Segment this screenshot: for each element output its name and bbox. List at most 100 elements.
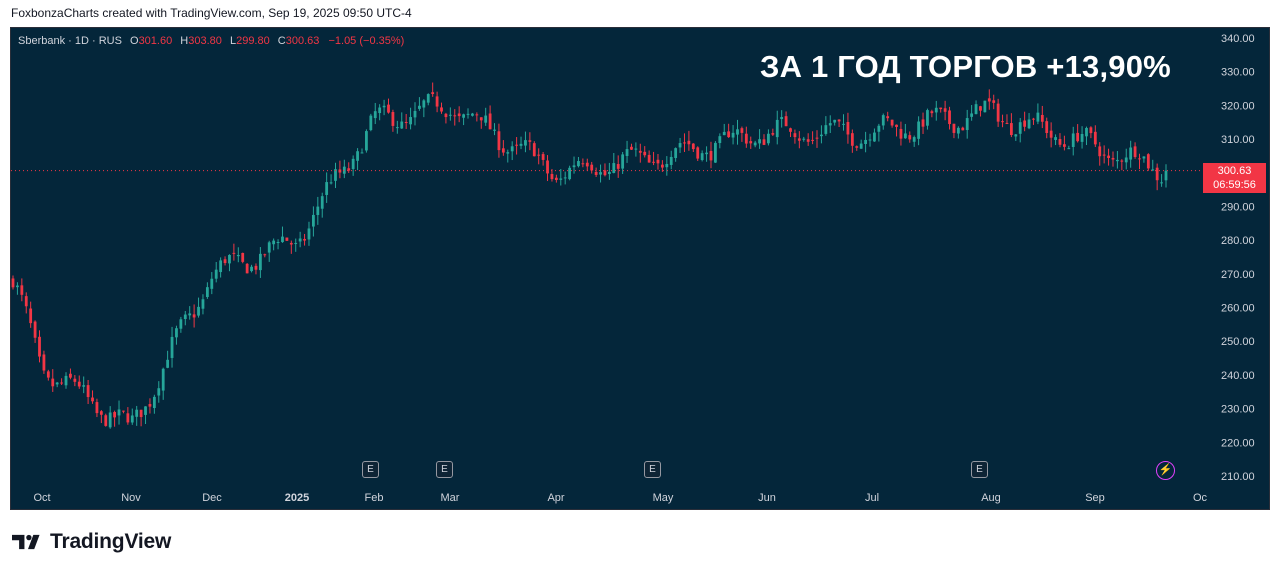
candle-body bbox=[166, 359, 170, 368]
legend-open-label: O bbox=[130, 35, 139, 47]
candle-body bbox=[387, 104, 390, 113]
candle-body bbox=[73, 378, 77, 382]
candle-body bbox=[727, 131, 731, 138]
earnings-marker[interactable]: E bbox=[644, 461, 661, 478]
candle-body bbox=[532, 143, 536, 157]
candle-body bbox=[811, 139, 814, 141]
candle-body bbox=[1023, 120, 1027, 127]
candle-body bbox=[1164, 170, 1168, 181]
candle-body bbox=[873, 132, 876, 142]
x-tick-label: May bbox=[653, 492, 674, 504]
candle-body bbox=[1054, 137, 1057, 140]
candle-body bbox=[1116, 159, 1119, 162]
candle-body bbox=[722, 131, 726, 136]
candle-body bbox=[886, 116, 890, 119]
candle-body bbox=[594, 171, 598, 175]
candle-body bbox=[815, 137, 819, 139]
candle-body bbox=[60, 382, 63, 384]
candle-body bbox=[970, 113, 974, 117]
candle-body bbox=[590, 164, 594, 171]
y-tick-label: 250.00 bbox=[1221, 336, 1255, 348]
earnings-marker[interactable]: E bbox=[971, 461, 988, 478]
candle-body bbox=[524, 140, 527, 146]
candle-body bbox=[753, 142, 757, 146]
candle-body bbox=[1036, 112, 1040, 122]
legend-close-label: C bbox=[277, 35, 286, 47]
candle-body bbox=[99, 411, 103, 415]
candle-body bbox=[797, 138, 801, 141]
candle-body bbox=[183, 314, 187, 319]
candle-body bbox=[360, 152, 364, 154]
candle-body bbox=[462, 114, 465, 118]
earnings-marker[interactable]: E bbox=[436, 461, 453, 478]
legend-low-value: 299.80 bbox=[236, 35, 270, 47]
candle-body bbox=[987, 98, 991, 102]
y-tick-label: 310.00 bbox=[1221, 134, 1255, 146]
candle-body bbox=[1129, 147, 1133, 160]
tv-logo-icon bbox=[12, 534, 40, 550]
candle-body bbox=[691, 143, 695, 150]
candle-body bbox=[378, 107, 382, 114]
candle-body bbox=[665, 163, 669, 168]
candle-body bbox=[762, 139, 766, 145]
candle-body bbox=[276, 241, 280, 243]
candle-body bbox=[245, 263, 249, 274]
candle-body bbox=[842, 123, 845, 125]
candle-body bbox=[197, 306, 200, 316]
candle-body bbox=[391, 112, 395, 126]
candle-body bbox=[214, 269, 218, 279]
candle-body bbox=[603, 170, 607, 176]
x-tick-label: Jul bbox=[865, 492, 879, 504]
candle-body bbox=[515, 144, 519, 146]
candle-body bbox=[175, 328, 178, 338]
x-tick-label: Apr bbox=[547, 492, 564, 504]
candle-body bbox=[426, 94, 430, 103]
y-tick-label: 220.00 bbox=[1221, 437, 1255, 449]
candle-body bbox=[775, 119, 779, 138]
candle-body bbox=[581, 163, 585, 165]
candle-body bbox=[1071, 133, 1075, 147]
x-tick-label: Feb bbox=[365, 492, 384, 504]
candle-body bbox=[1009, 123, 1013, 136]
legend-symbol[interactable]: Sberbank · 1D · RUS bbox=[18, 35, 122, 47]
last-price-tag: 300.63 06:59:56 bbox=[1203, 163, 1266, 193]
candle-body bbox=[161, 368, 165, 391]
candle-body bbox=[108, 412, 112, 428]
candle-body bbox=[33, 321, 37, 338]
candle-body bbox=[656, 159, 660, 164]
candle-body bbox=[643, 151, 647, 156]
candle-body bbox=[877, 125, 881, 132]
candle-body bbox=[846, 122, 850, 135]
x-tick-label: Sep bbox=[1085, 492, 1105, 504]
candle-body bbox=[912, 137, 916, 142]
candle-body bbox=[400, 121, 404, 129]
earnings-marker[interactable]: E bbox=[362, 461, 379, 478]
candle-body bbox=[820, 134, 823, 137]
candle-body bbox=[952, 123, 956, 133]
candle-body bbox=[868, 139, 872, 141]
candle-body bbox=[228, 254, 231, 264]
candle-body bbox=[519, 143, 523, 146]
candle-body bbox=[652, 161, 655, 163]
candle-body bbox=[550, 174, 554, 180]
candle-body bbox=[736, 129, 739, 135]
x-tick-label: Oc bbox=[1193, 492, 1208, 504]
candle-body bbox=[466, 113, 470, 115]
candle-body bbox=[409, 117, 412, 125]
flash-event-icon[interactable]: ⚡ bbox=[1156, 461, 1175, 480]
candle-body bbox=[479, 117, 483, 121]
candle-body bbox=[731, 132, 735, 138]
candle-body bbox=[422, 100, 426, 108]
candle-body bbox=[864, 139, 868, 144]
candle-body bbox=[828, 123, 832, 126]
candle-body bbox=[1005, 122, 1009, 124]
bar-countdown: 06:59:56 bbox=[1213, 179, 1256, 191]
candle-body bbox=[1146, 154, 1150, 169]
candle-body bbox=[501, 148, 505, 153]
candle-body bbox=[634, 148, 638, 150]
candle-body bbox=[612, 163, 616, 173]
candle-body bbox=[281, 236, 284, 243]
candle-body bbox=[758, 139, 761, 144]
candle-body bbox=[1133, 146, 1137, 157]
